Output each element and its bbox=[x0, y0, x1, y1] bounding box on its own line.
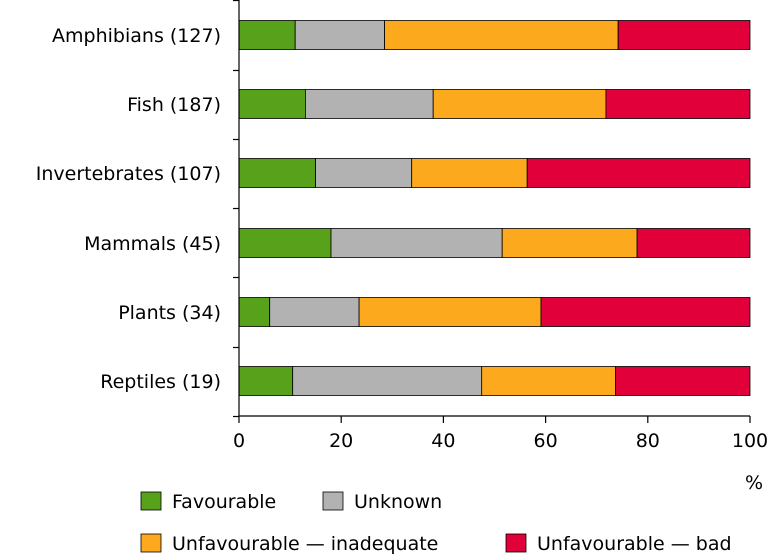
x-tick-label: 20 bbox=[329, 430, 353, 452]
category-label: Fish (187) bbox=[127, 94, 221, 116]
legend-swatch-unfavourable-inadequate bbox=[140, 533, 162, 553]
x-tick-label: 80 bbox=[636, 430, 660, 452]
x-tick-label: 0 bbox=[233, 430, 245, 452]
bar-mammals-45-unknown bbox=[330, 228, 503, 258]
bar-plants-34-favourable bbox=[238, 297, 271, 327]
bar-plants-34-unfavourable-inadequate bbox=[358, 297, 542, 327]
bar-reptiles-19-unknown bbox=[292, 366, 483, 396]
legend-label-unfavourable-inadequate: Unfavourable — inadequate bbox=[172, 533, 438, 555]
bar-reptiles-19-unfavourable-bad bbox=[615, 366, 751, 396]
bar-mammals-45-unfavourable-bad bbox=[636, 228, 751, 258]
bar-mammals-45-unfavourable-inadequate bbox=[501, 228, 638, 258]
bar-mammals-45-favourable bbox=[238, 228, 332, 258]
bar-plants-34-unknown bbox=[269, 297, 360, 327]
bar-fish-187-unfavourable-bad bbox=[605, 89, 751, 119]
x-tick-label: 60 bbox=[534, 430, 558, 452]
legend-label-unknown: Unknown bbox=[354, 491, 442, 513]
category-label: Mammals (45) bbox=[84, 233, 221, 255]
category-label: Plants (34) bbox=[118, 302, 221, 324]
category-label: Reptiles (19) bbox=[100, 371, 221, 393]
bar-amphibians-127-unfavourable-bad bbox=[617, 20, 751, 50]
bar-amphibians-127-unfavourable-inadequate bbox=[384, 20, 619, 50]
bar-plants-34-unfavourable-bad bbox=[540, 297, 751, 327]
bar-reptiles-19-unfavourable-inadequate bbox=[481, 366, 617, 396]
legend-swatch-unknown bbox=[322, 491, 344, 511]
category-label: Amphibians (127) bbox=[52, 25, 221, 47]
x-tick-label: 100 bbox=[732, 430, 768, 452]
category-label: Invertebrates (107) bbox=[36, 163, 221, 185]
axes-layer: Amphibians (127) Fish (187) Invertebrates … bbox=[36, 0, 768, 494]
bar-invertebrates-107-favourable bbox=[238, 158, 316, 188]
legend-swatch-unfavourable-bad bbox=[505, 533, 527, 553]
bar-amphibians-127-unknown bbox=[294, 20, 386, 50]
x-tick-label: 40 bbox=[431, 430, 455, 452]
legend-label-unfavourable-bad: Unfavourable — bad bbox=[537, 533, 732, 555]
bars-layer bbox=[238, 20, 751, 396]
bar-fish-187-favourable bbox=[238, 89, 306, 119]
bar-fish-187-unfavourable-inadequate bbox=[432, 89, 607, 119]
legend-swatch-favourable bbox=[140, 491, 162, 511]
legend-label-favourable: Favourable bbox=[172, 491, 276, 513]
bar-invertebrates-107-unfavourable-bad bbox=[526, 158, 751, 188]
legend: Favourable Unknown Unfavourable — inadequa… bbox=[140, 491, 732, 555]
bar-fish-187-unknown bbox=[304, 89, 434, 119]
bar-amphibians-127-favourable bbox=[238, 20, 296, 50]
x-axis-label: % bbox=[745, 472, 763, 494]
bar-invertebrates-107-unknown bbox=[315, 158, 413, 188]
bar-reptiles-19-favourable bbox=[238, 366, 294, 396]
bar-invertebrates-107-unfavourable-inadequate bbox=[411, 158, 528, 188]
